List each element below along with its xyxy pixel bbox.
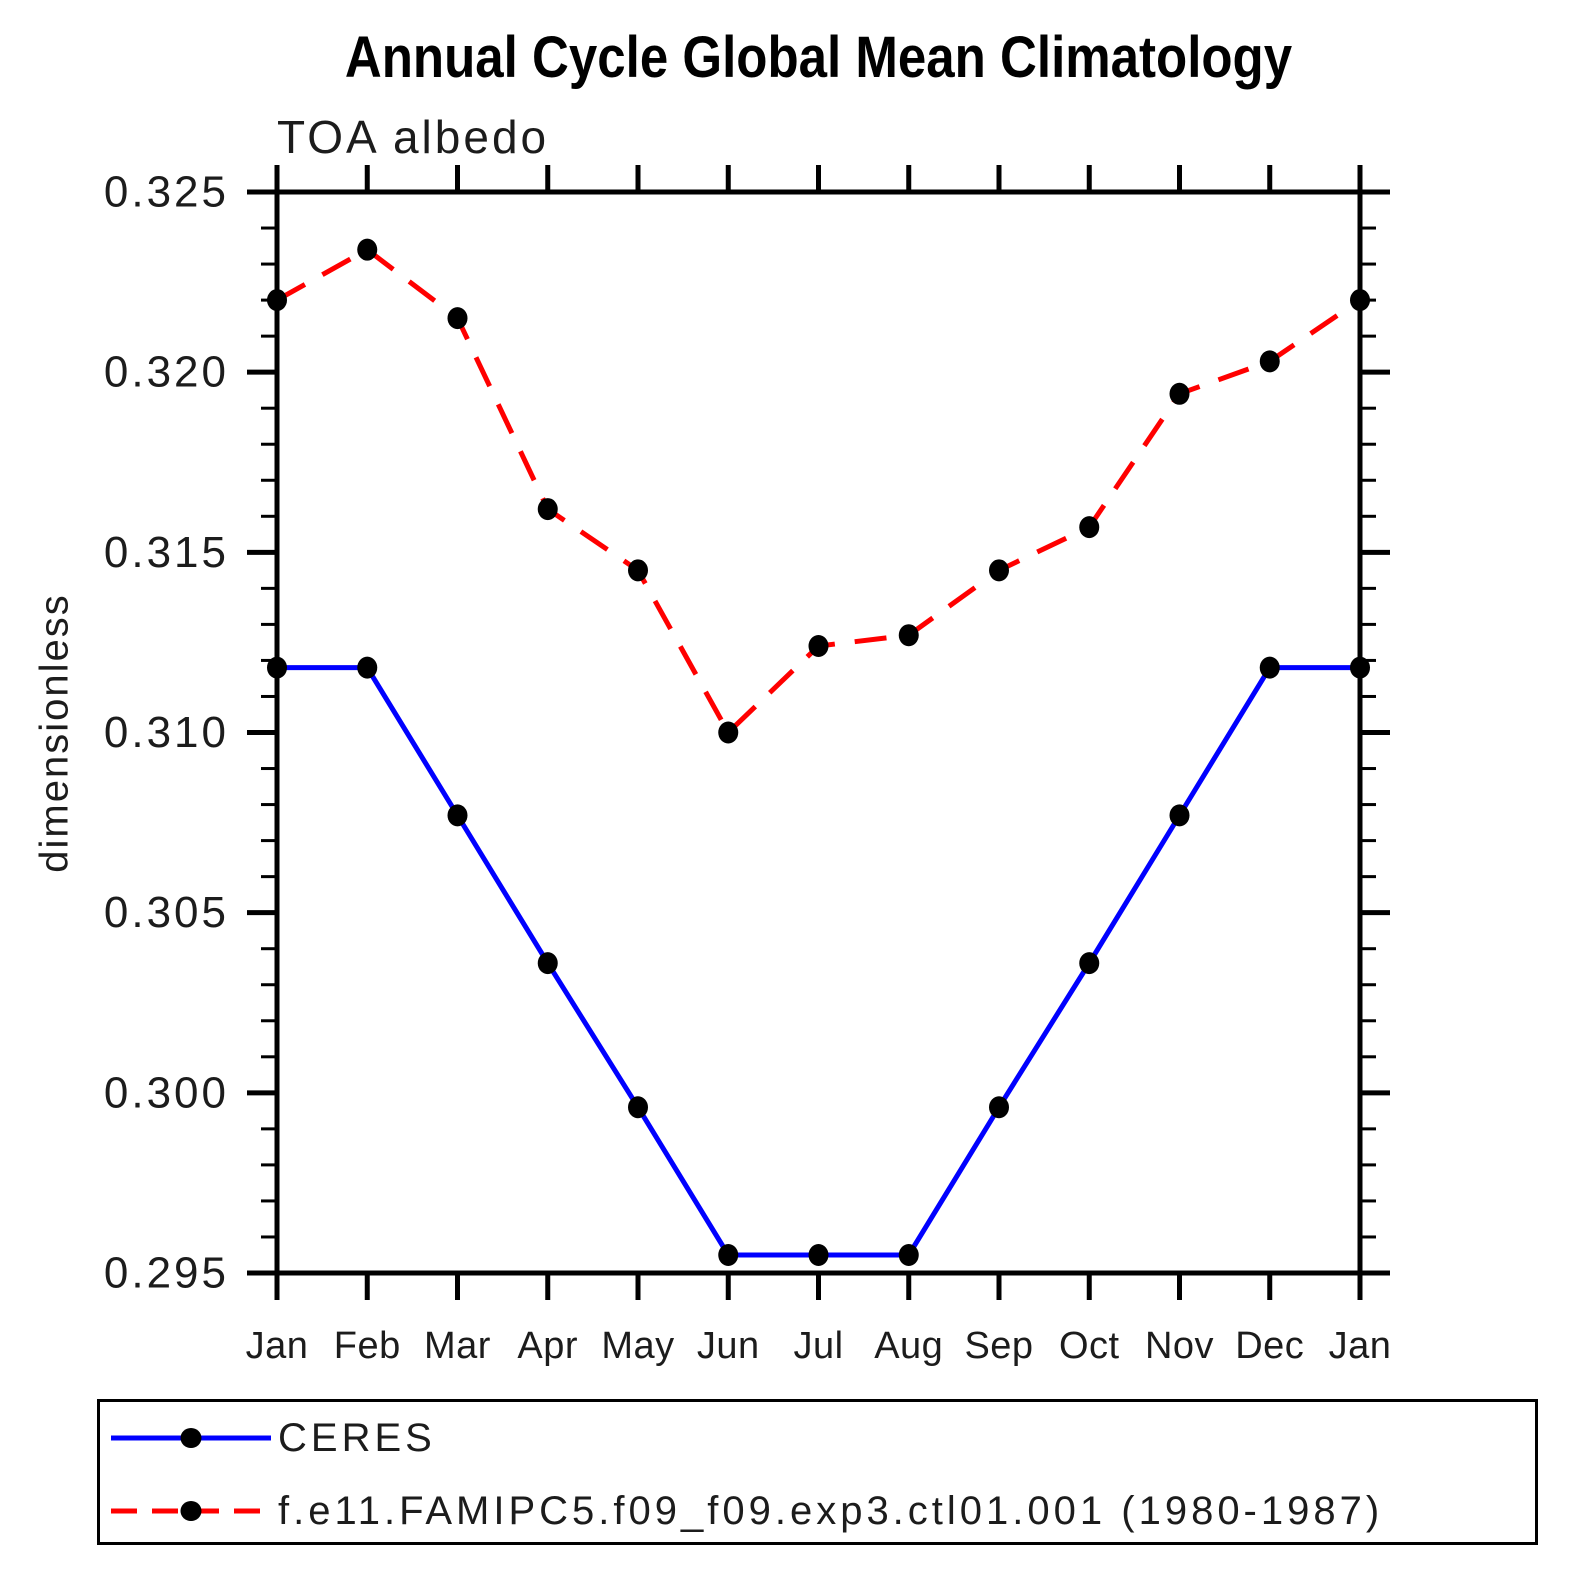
x-tick-label: Aug — [874, 1325, 943, 1367]
x-tick-label: Oct — [1059, 1325, 1120, 1367]
series-line-1 — [275, 246, 1362, 737]
legend-swatch-dashed-line — [111, 1501, 271, 1521]
data-point — [808, 635, 829, 658]
data-point — [1350, 656, 1370, 679]
x-tick-label: Jan — [246, 1325, 309, 1367]
data-point — [447, 307, 468, 330]
data-point — [537, 498, 558, 521]
data-point — [898, 1243, 919, 1266]
legend-item-ceres: CERES — [106, 1414, 436, 1462]
data-point — [1350, 289, 1370, 312]
data-point — [1079, 516, 1100, 539]
plot-frame — [274, 189, 1363, 1276]
legend-item-model: f.e11.FAMIPC5.f09_f09.exp3.ctl01.001 (19… — [106, 1487, 1383, 1535]
x-tick-label: Sep — [964, 1325, 1033, 1367]
x-tick-label: Dec — [1235, 1325, 1304, 1367]
series-line-0 — [277, 665, 1360, 1258]
data-point — [898, 624, 919, 647]
data-point — [718, 721, 739, 744]
data-point — [537, 952, 558, 975]
data-point — [808, 1243, 829, 1266]
x-tick-label: May — [601, 1325, 674, 1367]
data-point — [628, 1096, 648, 1119]
data-point — [1079, 952, 1100, 975]
data-point — [357, 656, 378, 679]
data-point — [1259, 350, 1280, 373]
x-tick-label: Jan — [1329, 1325, 1392, 1367]
y-tick-label: 0.325 — [104, 168, 229, 217]
legend-swatch-solid-line — [111, 1428, 271, 1448]
x-tick-label: Feb — [334, 1325, 401, 1367]
x-tick-label: Jul — [793, 1325, 843, 1367]
data-point — [267, 289, 287, 312]
legend-label-model: f.e11.FAMIPC5.f09_f09.exp3.ctl01.001 (19… — [278, 1488, 1384, 1533]
legend-label-ceres: CERES — [278, 1415, 436, 1460]
data-point — [989, 1096, 1009, 1119]
y-tick-label: 0.300 — [104, 1068, 229, 1117]
y-tick-label: 0.315 — [104, 528, 229, 577]
data-point — [357, 238, 378, 261]
legend: CERES f.e11.FAMIPC5.f09_f09.exp3.ctl01.0… — [97, 1399, 1538, 1545]
data-point — [718, 1243, 739, 1266]
data-point — [267, 656, 287, 679]
y-tick-label: 0.320 — [104, 348, 229, 397]
data-point — [1259, 656, 1280, 679]
data-point — [989, 559, 1009, 582]
x-tick-label: Nov — [1145, 1325, 1214, 1367]
y-tick-label: 0.295 — [104, 1249, 229, 1298]
data-point — [447, 804, 468, 827]
data-point — [1169, 382, 1190, 405]
y-tick-label: 0.305 — [104, 888, 229, 937]
data-point — [628, 559, 648, 582]
data-point — [1169, 804, 1190, 827]
y-tick-label: 0.310 — [104, 708, 229, 757]
x-tick-label: Apr — [517, 1325, 578, 1367]
x-tick-label: Jun — [697, 1325, 760, 1367]
chart-title: Annual Cycle Global Mean Climatology — [344, 25, 1293, 90]
x-tick-label: Mar — [424, 1325, 491, 1367]
chart-subtitle: TOA albedo — [277, 111, 550, 163]
